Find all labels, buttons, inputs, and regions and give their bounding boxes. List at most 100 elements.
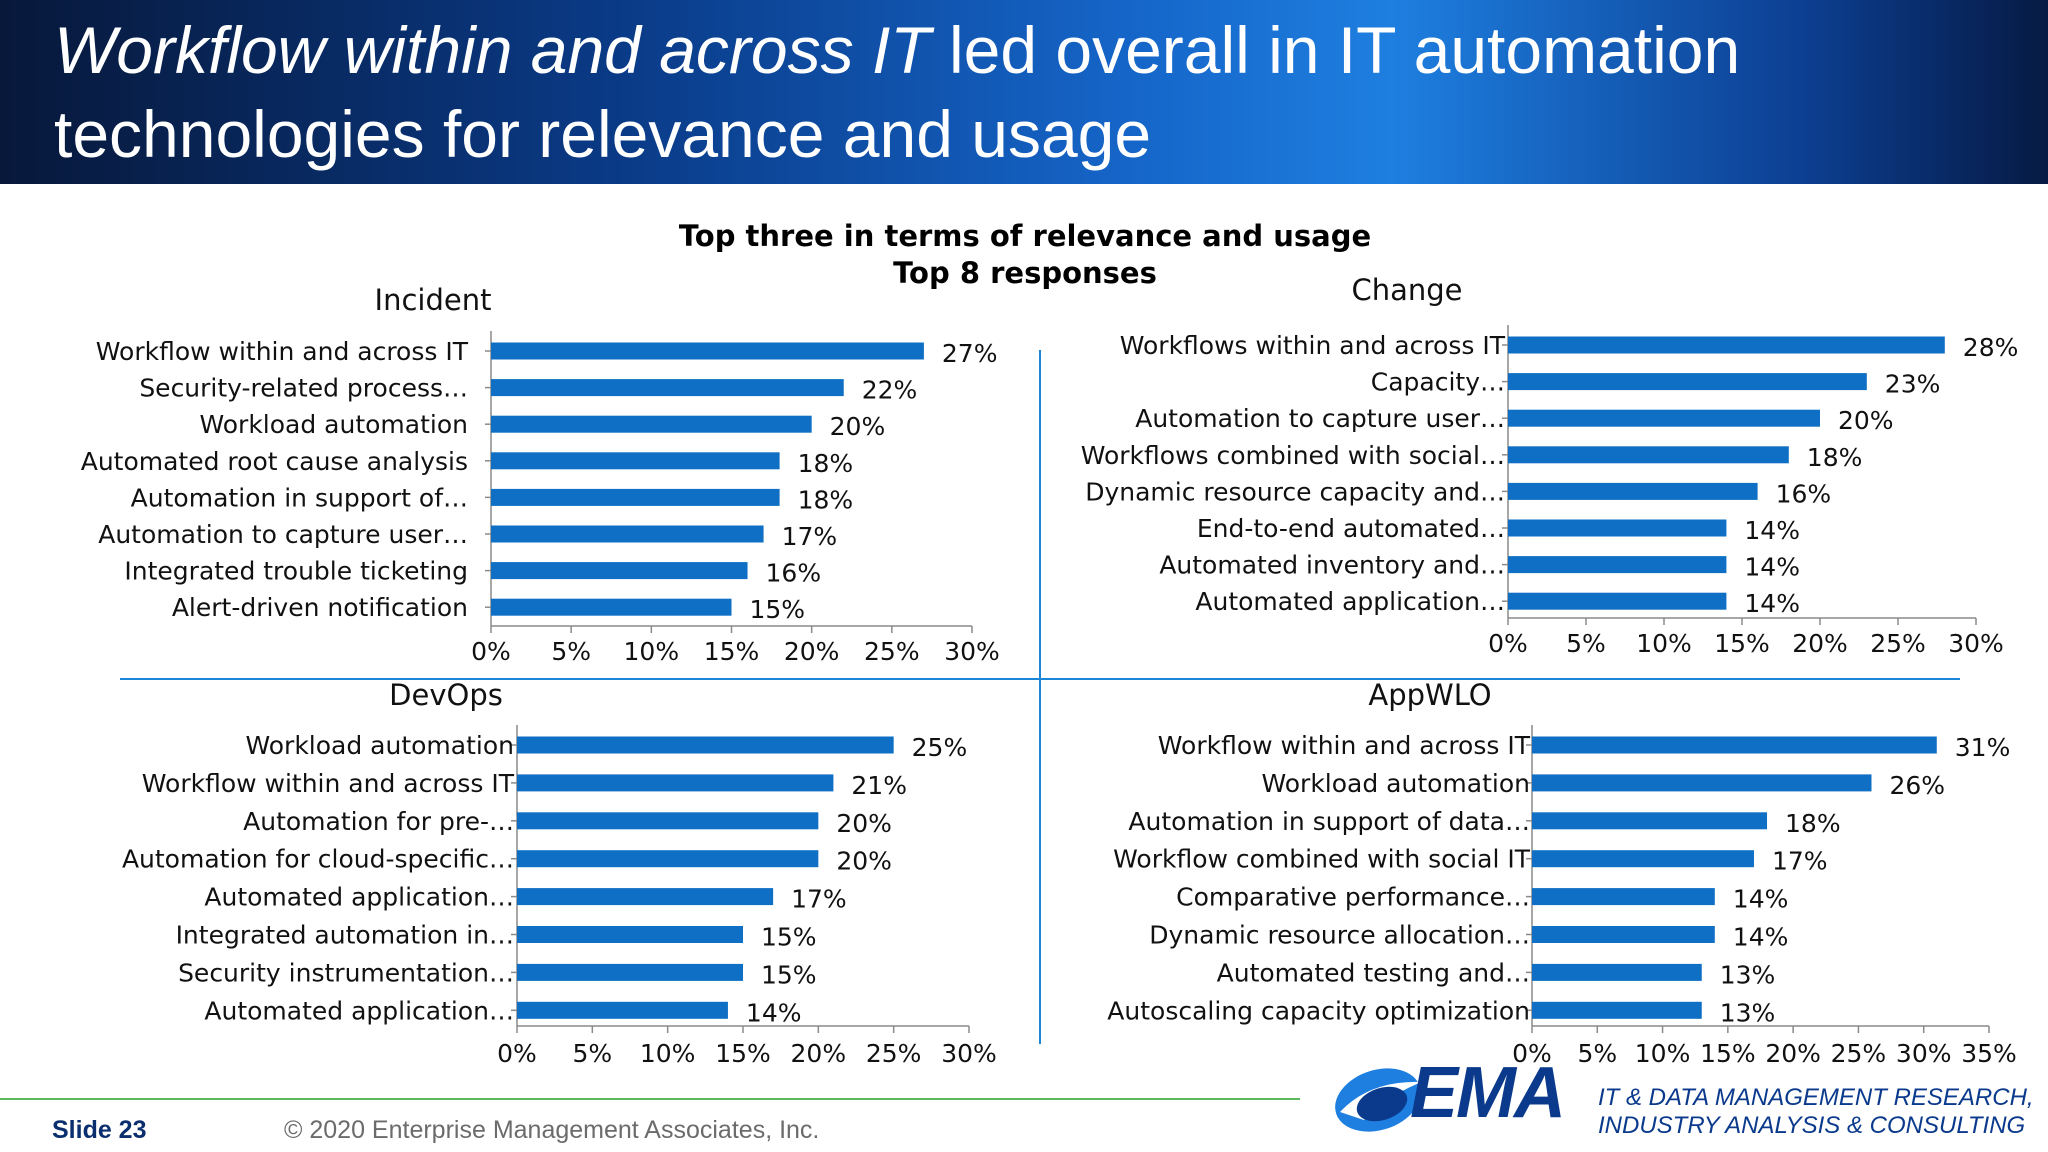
change-bar	[1508, 556, 1727, 574]
incident-x-tick-label: 15%	[704, 637, 760, 666]
appwlo-category-label: Automation in support of data…	[1128, 807, 1530, 836]
chart-heading-line2: Top 8 responses	[893, 256, 1157, 290]
devops-bar	[517, 963, 743, 981]
change-bar	[1508, 592, 1727, 610]
devops-bar	[517, 812, 819, 830]
devops-x-tick-label: 5%	[572, 1039, 612, 1068]
appwlo-x-tick-label: 15%	[1700, 1039, 1756, 1068]
devops-bar	[517, 1001, 728, 1019]
tagline-line1: IT & DATA MANAGEMENT RESEARCH,	[1598, 1084, 2034, 1111]
appwlo-value-label: 18%	[1785, 809, 1841, 838]
devops-value-label: 15%	[761, 923, 817, 952]
appwlo-bar	[1532, 850, 1754, 868]
change-category-label: End-to-end automated…	[1197, 514, 1505, 543]
devops-bar	[517, 774, 834, 792]
incident-value-label: 18%	[798, 485, 854, 514]
change-x-tick-label: 30%	[1948, 629, 2004, 658]
change-bar	[1508, 373, 1867, 391]
appwlo-x-tick-label: 35%	[1961, 1039, 2017, 1068]
devops-category-label: Integrated automation in…	[176, 921, 514, 950]
copyright-notice: © 2020 Enterprise Management Associates,…	[284, 1116, 820, 1144]
incident-bar	[491, 562, 748, 580]
change-x-tick-label: 5%	[1566, 629, 1606, 658]
change-chart-title: Change	[1351, 273, 1462, 307]
incident-bar	[491, 598, 732, 616]
change-category-label: Automated inventory and…	[1159, 551, 1505, 580]
appwlo-value-label: 14%	[1733, 923, 1789, 952]
change-x-tick-label: 20%	[1792, 629, 1848, 658]
devops-category-label: Workflow within and across IT	[142, 769, 515, 798]
change-category-label: Workflows within and across IT	[1120, 331, 1506, 360]
devops-value-label: 15%	[761, 960, 817, 989]
change-x-tick-label: 15%	[1714, 629, 1770, 658]
appwlo-value-label: 26%	[1889, 771, 1945, 800]
incident-category-label: Workflow within and across IT	[96, 337, 469, 366]
appwlo-category-label: Automated testing and…	[1217, 958, 1530, 987]
appwlo-bar	[1532, 888, 1715, 906]
slide-number: Slide 23	[52, 1116, 147, 1144]
change-category-label: Automation to capture user…	[1135, 404, 1505, 433]
change-category-label: Capacity…	[1371, 368, 1505, 397]
incident-x-tick-label: 0%	[471, 637, 511, 666]
tagline-line2: INDUSTRY ANALYSIS & CONSULTING	[1598, 1112, 2026, 1139]
incident-category-label: Automation to capture user…	[98, 520, 468, 549]
appwlo-x-tick-label: 30%	[1896, 1039, 1952, 1068]
incident-value-label: 20%	[830, 412, 886, 441]
appwlo-bar	[1532, 774, 1872, 792]
appwlo-bar	[1532, 963, 1702, 981]
appwlo-category-label: Workload automation	[1261, 769, 1530, 798]
appwlo-category-label: Dynamic resource allocation…	[1149, 921, 1530, 950]
devops-x-tick-label: 15%	[715, 1039, 771, 1068]
change-x-tick-label: 0%	[1488, 629, 1528, 658]
incident-category-label: Security-related process…	[139, 374, 468, 403]
chart-heading-line1: Top three in terms of relevance and usag…	[678, 219, 1372, 253]
devops-bar	[517, 850, 819, 868]
incident-bar	[491, 415, 812, 433]
appwlo-x-tick-label: 10%	[1635, 1039, 1691, 1068]
appwlo-x-tick-label: 5%	[1577, 1039, 1617, 1068]
change-value-label: 14%	[1744, 553, 1800, 582]
ema-swoosh-icon	[1335, 1068, 1422, 1132]
devops-category-label: Security instrumentation…	[178, 958, 514, 987]
footer-divider	[0, 1098, 1300, 1100]
incident-chart-title: Incident	[375, 283, 492, 317]
slide-title: Workflow within and across IT led overal…	[54, 8, 2014, 176]
incident-category-label: Alert-driven notification	[172, 593, 468, 622]
incident-bar	[491, 488, 780, 506]
devops-x-tick-label: 10%	[640, 1039, 696, 1068]
appwlo-x-tick-label: 20%	[1765, 1039, 1821, 1068]
change-bar	[1508, 336, 1945, 354]
incident-bar	[491, 525, 764, 543]
change-value-label: 16%	[1776, 479, 1832, 508]
appwlo-value-label: 17%	[1772, 847, 1828, 876]
change-x-tick-label: 10%	[1636, 629, 1692, 658]
incident-category-label: Automation in support of…	[131, 483, 468, 512]
devops-chart-title: DevOps	[389, 678, 503, 712]
devops-x-tick-label: 30%	[941, 1039, 997, 1068]
appwlo-x-tick-label: 0%	[1512, 1039, 1552, 1068]
appwlo-category-label: Workflow combined with social IT	[1113, 845, 1531, 874]
incident-value-label: 17%	[782, 522, 838, 551]
appwlo-value-label: 14%	[1733, 885, 1789, 914]
appwlo-bar	[1532, 1001, 1702, 1019]
ema-logo: EMA	[1410, 1053, 1566, 1133]
appwlo-category-label: Comparative performance…	[1176, 883, 1530, 912]
change-value-label: 20%	[1838, 406, 1894, 435]
devops-bar	[517, 926, 743, 943]
devops-bar	[517, 736, 894, 754]
appwlo-category-label: Workflow within and across IT	[1158, 731, 1531, 760]
incident-x-tick-label: 30%	[944, 637, 1000, 666]
incident-value-label: 22%	[862, 376, 918, 405]
change-value-label: 14%	[1744, 589, 1800, 618]
devops-value-label: 21%	[851, 771, 907, 800]
devops-x-tick-label: 0%	[497, 1039, 537, 1068]
change-value-label: 14%	[1744, 516, 1800, 545]
change-value-label: 28%	[1963, 333, 2019, 362]
devops-bar	[517, 888, 774, 906]
devops-value-label: 14%	[746, 998, 802, 1027]
incident-value-label: 16%	[766, 559, 822, 588]
change-bar	[1508, 446, 1789, 464]
change-category-label: Dynamic resource capacity and…	[1085, 477, 1505, 506]
incident-category-label: Workload automation	[199, 410, 468, 439]
